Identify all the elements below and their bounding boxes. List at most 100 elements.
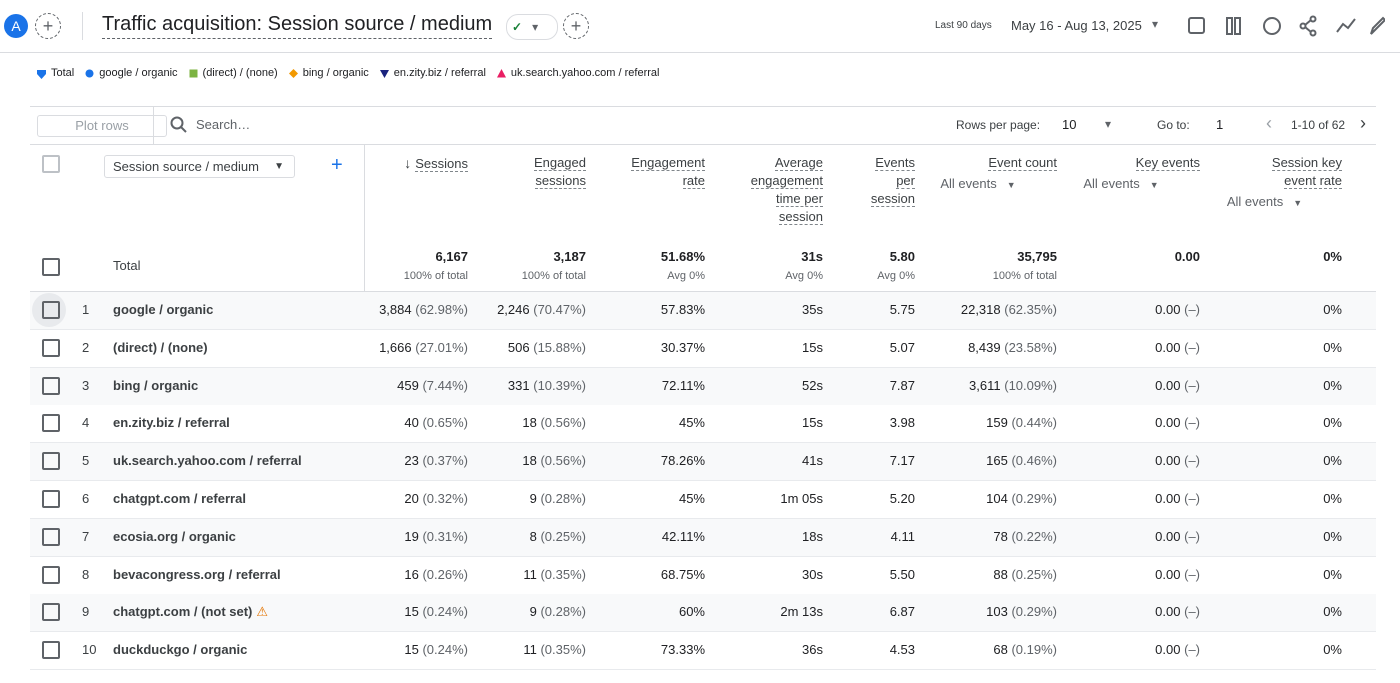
dimension-value: en.zity.biz / referral <box>113 415 230 431</box>
row-index: 6 <box>82 491 90 506</box>
icon-edit[interactable] <box>1370 16 1385 35</box>
metric-cell: 20 (0.32%) <box>404 491 468 506</box>
metric-cell: 36s <box>802 642 823 657</box>
row-checkbox[interactable] <box>42 641 60 660</box>
row-dimension[interactable]: en.zity.biz / referral <box>113 415 230 430</box>
row-dimension[interactable]: google / organic <box>113 302 213 317</box>
metric-value: 78.26% <box>660 453 705 469</box>
row-index: 10 <box>82 642 97 658</box>
metric-value: 0% <box>1323 453 1342 469</box>
filter-arrow: ▼ <box>1006 180 1016 190</box>
metric-cell: 9 (0.28%) <box>530 604 586 619</box>
metric-share: (–) <box>1184 453 1200 469</box>
metric-value: 159 <box>986 415 1008 431</box>
plot-rows-button[interactable]: Plot rows <box>37 115 167 137</box>
add-comparison[interactable]: + <box>35 13 61 39</box>
metric-share: (0.25%) <box>1011 566 1057 582</box>
icon-insights[interactable] <box>1263 17 1281 35</box>
next-page[interactable]: › <box>1360 113 1366 133</box>
row-checkbox[interactable] <box>42 338 60 357</box>
header-checkbox[interactable] <box>42 155 60 173</box>
row-checkbox[interactable] <box>42 565 60 584</box>
row-dimension[interactable]: bing / organic <box>113 378 198 393</box>
metric-share: (–) <box>1184 415 1200 431</box>
column-header[interactable]: Event count <box>967 154 1057 172</box>
search-icon <box>170 116 187 133</box>
add-dimension[interactable]: + <box>331 154 343 176</box>
metric-cell: 459 (7.44%) <box>397 378 468 393</box>
row-dimension[interactable]: chatgpt.com / (not set) ⚠ <box>113 604 268 620</box>
search-input[interactable]: Search… <box>196 117 251 132</box>
column-header[interactable]: Engagement rate <box>625 154 705 190</box>
column-header[interactable]: Events per session <box>865 154 915 208</box>
metric-value: 41s <box>802 453 823 469</box>
metric-cell: 0.00 (–) <box>1155 453 1200 468</box>
metric-value: 11 <box>523 566 537 582</box>
column-header[interactable]: Key events <box>1100 154 1200 172</box>
column-header[interactable]: ↓ Sessions <box>393 154 468 173</box>
rows-dropdown[interactable]: ▾ <box>1105 117 1112 131</box>
column-filter[interactable]: All events ▼ <box>1202 194 1327 209</box>
metric-cell: 9 (0.28%) <box>530 491 586 506</box>
row-dimension[interactable]: uk.search.yahoo.com / referral <box>113 453 302 468</box>
add-button[interactable]: + <box>563 13 589 39</box>
row-checkbox[interactable] <box>42 603 60 622</box>
dimension-value: uk.search.yahoo.com / referral <box>113 453 302 469</box>
dimension-value: bevacongress.org / referral <box>113 566 281 582</box>
row-checkbox[interactable] <box>42 376 60 395</box>
metric-value: 0.00 <box>1155 415 1181 431</box>
icon-notes[interactable] <box>1188 17 1205 34</box>
metric-value: 60% <box>678 604 705 620</box>
status-chip[interactable]: ✓ ▾ <box>506 14 558 40</box>
row-dimension[interactable]: chatgpt.com / referral <box>113 491 246 506</box>
metric-share: (0.25%) <box>540 528 586 544</box>
row-dimension[interactable]: bevacongress.org / referral <box>113 567 281 582</box>
metric-value: 18s <box>802 528 823 544</box>
row-checkbox[interactable] <box>42 301 60 319</box>
column-filter[interactable]: All events ▼ <box>917 176 1039 191</box>
legend-marker <box>189 69 198 77</box>
goto-input[interactable]: 1 <box>1216 117 1224 132</box>
column-label: Sessions <box>415 156 468 172</box>
column-header[interactable]: Average engagement time per session <box>743 154 823 226</box>
date-dropdown[interactable]: ▾ <box>1152 17 1159 31</box>
row-checkbox[interactable] <box>42 527 60 546</box>
metric-share: (70.47%) <box>533 302 586 317</box>
metric-cell: 68.75% <box>661 567 705 582</box>
row-dimension[interactable]: (direct) / (none) <box>113 340 208 355</box>
row-dimension[interactable]: duckduckgo / organic <box>113 642 247 657</box>
metric-cell: 18s <box>802 529 823 544</box>
column-header[interactable]: Engaged sessions <box>516 154 586 190</box>
rows-per-page-select[interactable]: 10 <box>1062 117 1077 132</box>
warning-icon: ⚠ <box>256 604 269 620</box>
row-checkbox[interactable] <box>42 414 60 433</box>
row-checkbox[interactable] <box>42 452 60 471</box>
metric-share: (–) <box>1184 566 1200 582</box>
metric-cell: 0% <box>1323 642 1342 657</box>
metric-value: 0% <box>1323 642 1342 658</box>
metric-share: (0.28%) <box>540 491 586 506</box>
metric-share: (62.35%) <box>1004 302 1057 317</box>
column-filter[interactable]: All events ▼ <box>1060 176 1182 191</box>
metric-share: (0.65%) <box>422 415 468 431</box>
row-background <box>30 329 1376 368</box>
dimension-select[interactable]: Session source / medium ▼ <box>104 155 295 178</box>
column-label: Average engagement time per session <box>750 155 823 225</box>
metric-cell: 72.11% <box>662 378 705 393</box>
row-dimension[interactable]: ecosia.org / organic <box>113 529 236 544</box>
row-checkbox[interactable] <box>42 490 60 508</box>
icon-share[interactable] <box>1299 15 1317 37</box>
avatar[interactable]: A <box>4 14 28 38</box>
metric-cell: 41s <box>802 453 823 468</box>
column-header[interactable]: Session key event rate <box>1262 154 1342 190</box>
icon-compare[interactable] <box>1226 17 1241 35</box>
date-range[interactable]: May 16 - Aug 13, 2025 <box>1011 18 1142 33</box>
column-label: Session key event rate <box>1271 155 1342 189</box>
metric-value: 8 <box>529 528 537 544</box>
metric-value: 3.98 <box>889 415 915 431</box>
prev-page[interactable]: ‹ <box>1266 113 1272 133</box>
total-checkbox[interactable] <box>42 258 60 276</box>
metric-share: (0.46%) <box>1011 453 1057 469</box>
icon-trend[interactable] <box>1336 18 1356 33</box>
metric-value: 7.87 <box>889 377 915 393</box>
